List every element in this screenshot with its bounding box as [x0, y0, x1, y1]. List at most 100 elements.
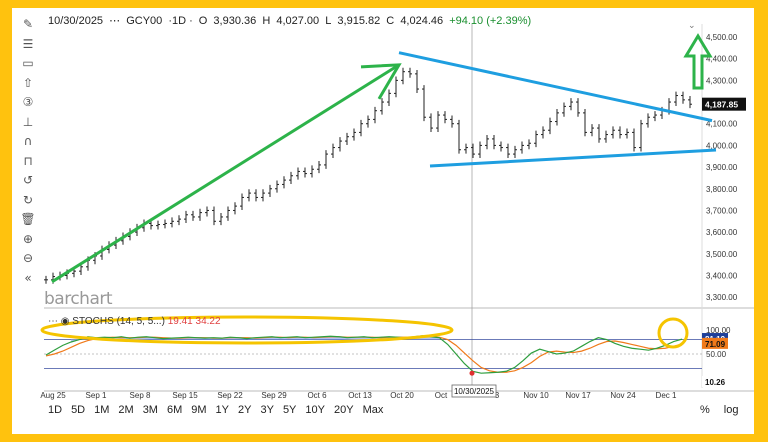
- header-symbol[interactable]: GCY00: [126, 15, 163, 27]
- ohlc-bar: [653, 111, 657, 122]
- ohlc-bar: [520, 141, 524, 154]
- ohlc-bar: [240, 193, 244, 211]
- ohlc-bar: [618, 126, 622, 139]
- ohlc-bar: [688, 95, 692, 109]
- ohlc-bar: [443, 111, 447, 124]
- ohlc-bar: [674, 91, 678, 106]
- magnet-icon[interactable]: ∩: [23, 134, 33, 148]
- ohlc-bar: [156, 220, 160, 230]
- rectangle-icon[interactable]: ▭: [22, 56, 34, 70]
- lock-icon[interactable]: ⊓: [23, 153, 33, 168]
- quote-header: 10/30/2025 ⋯ GCY00 ·1D · O 3,930.36 H 4,0…: [48, 14, 534, 27]
- ohlc-bar: [219, 213, 223, 226]
- x-tick-label: Oct 13: [348, 391, 372, 400]
- ohlc-bar: [555, 108, 559, 126]
- range-9m[interactable]: 9M: [191, 404, 207, 416]
- ohlc-bar: [177, 215, 181, 226]
- y-tick-label: 4,300.00: [706, 76, 738, 85]
- ohlc-bar: [506, 143, 510, 158]
- zoom-out-icon[interactable]: ⊖: [22, 251, 34, 265]
- stoch-level-label: 100.00: [706, 326, 731, 335]
- drawing-toolbar: ✎ ☰ ▭ ⇧ ③ ⊥ ∩ ⊓ ↺ ↻ 🗑 ⊕ ⊖ «: [12, 8, 44, 308]
- ohlc-bar: [254, 189, 258, 202]
- price-tag: 4,187.85: [705, 100, 738, 110]
- stoch-level-label: 50.00: [706, 350, 727, 359]
- trash-icon[interactable]: 🗑: [20, 212, 36, 226]
- arrow-up-icon[interactable]: ⇧: [22, 75, 34, 90]
- log-toggle[interactable]: log: [723, 404, 739, 416]
- header-open-label: O: [198, 15, 208, 27]
- ohlc-bar: [646, 113, 650, 128]
- ohlc-bar: [205, 206, 209, 217]
- percent-toggle[interactable]: %: [700, 404, 710, 416]
- y-tick-label: 3,900.00: [706, 163, 738, 172]
- blue-resistance-line: [398, 51, 713, 123]
- dots-icon[interactable]: ⋯: [48, 316, 58, 327]
- header-high-label: H: [262, 15, 271, 27]
- ohlc-bar: [394, 76, 398, 98]
- range-1m[interactable]: 1M: [94, 404, 110, 416]
- stoch-crosshair-dot: [469, 370, 475, 376]
- ohlc-bar: [527, 139, 531, 150]
- stoch-tag-bg: [702, 376, 728, 387]
- ohlc-bar: [170, 217, 174, 228]
- x-tick-label: Dec 1: [656, 391, 677, 400]
- ohlc-bar: [212, 206, 216, 226]
- ohlc-bar: [632, 128, 636, 152]
- fork-icon[interactable]: ⊥: [22, 114, 34, 129]
- header-interval: ·1D ·: [168, 15, 193, 27]
- x-tick-label: Oct: [435, 391, 448, 400]
- ohlc-bar: [338, 137, 342, 152]
- dots-icon[interactable]: ⋯: [109, 15, 121, 27]
- range-1d[interactable]: 1D: [48, 404, 63, 416]
- x-tick-label: Sep 15: [172, 391, 198, 400]
- x-tick-label: Nov 10: [523, 391, 549, 400]
- y-tick-label: 3,300.00: [706, 293, 738, 302]
- range-10y[interactable]: 10Y: [305, 404, 325, 416]
- pencil-icon[interactable]: ✎: [22, 17, 34, 31]
- range-2m[interactable]: 2M: [118, 404, 134, 416]
- y-tick-label: 4,400.00: [706, 55, 738, 64]
- x-tick-label: Oct 6: [307, 391, 327, 400]
- x-tick-label: Sep 1: [86, 391, 107, 400]
- ohlc-bar: [44, 275, 48, 284]
- range-3m[interactable]: 3M: [142, 404, 158, 416]
- range-3y[interactable]: 3Y: [260, 404, 274, 416]
- circle-three-icon[interactable]: ③: [22, 95, 34, 109]
- range-5y[interactable]: 5Y: [282, 404, 297, 416]
- range-1y[interactable]: 1Y: [215, 404, 229, 416]
- eye-icon[interactable]: ◉: [60, 316, 70, 327]
- ohlc-bar: [226, 206, 230, 221]
- ohlc-bar: [583, 108, 587, 137]
- collapse-icon[interactable]: «: [24, 270, 32, 285]
- y-tick-label: 3,700.00: [706, 206, 738, 215]
- ohlc-bar: [184, 210, 188, 224]
- range-20y[interactable]: 20Y: [333, 404, 354, 416]
- range-6m[interactable]: 6M: [166, 404, 183, 416]
- header-high: 4,027.00: [276, 15, 320, 27]
- undo-icon[interactable]: ↺: [22, 173, 34, 187]
- crosshair-date: 10/30/2025: [454, 387, 495, 396]
- zoom-in-icon[interactable]: ⊕: [22, 231, 34, 246]
- redo-icon[interactable]: ↻: [22, 192, 34, 207]
- range-2y[interactable]: 2Y: [238, 404, 252, 416]
- x-tick-label: Sep 8: [130, 391, 151, 400]
- ohlc-bar: [569, 98, 573, 111]
- yellow-circle: [657, 317, 689, 349]
- range-selector: 1D 5D 1M 2M 3M 6M 9M 1Y 2Y 3Y 5Y 10Y 20Y Max: [48, 404, 392, 424]
- lines-icon[interactable]: ☰: [22, 36, 34, 51]
- chart-panel: ✎ ☰ ▭ ⇧ ③ ⊥ ∩ ⊓ ↺ ↻ 🗑 ⊕ ⊖ « 10/30/2025 ⋯ GCY00 ·1D · O…: [12, 8, 754, 434]
- y-tick-label: 3,800.00: [706, 185, 738, 194]
- y-tick-label: 3,600.00: [706, 228, 738, 237]
- ohlc-bar: [317, 161, 321, 174]
- range-max[interactable]: Max: [362, 404, 384, 416]
- range-5d[interactable]: 5D: [71, 404, 86, 416]
- ohlc-bar: [380, 98, 384, 115]
- price-chart[interactable]: 4,500.004,400.004,300.004,200.004,100.00…: [12, 8, 754, 434]
- header-close-label: C: [386, 15, 395, 27]
- ohlc-bar: [464, 143, 468, 154]
- green-up-arrow: [683, 33, 713, 90]
- y-tick-label: 4,100.00: [706, 120, 738, 129]
- ohlc-bar: [590, 124, 594, 137]
- ohlc-bar: [387, 89, 391, 106]
